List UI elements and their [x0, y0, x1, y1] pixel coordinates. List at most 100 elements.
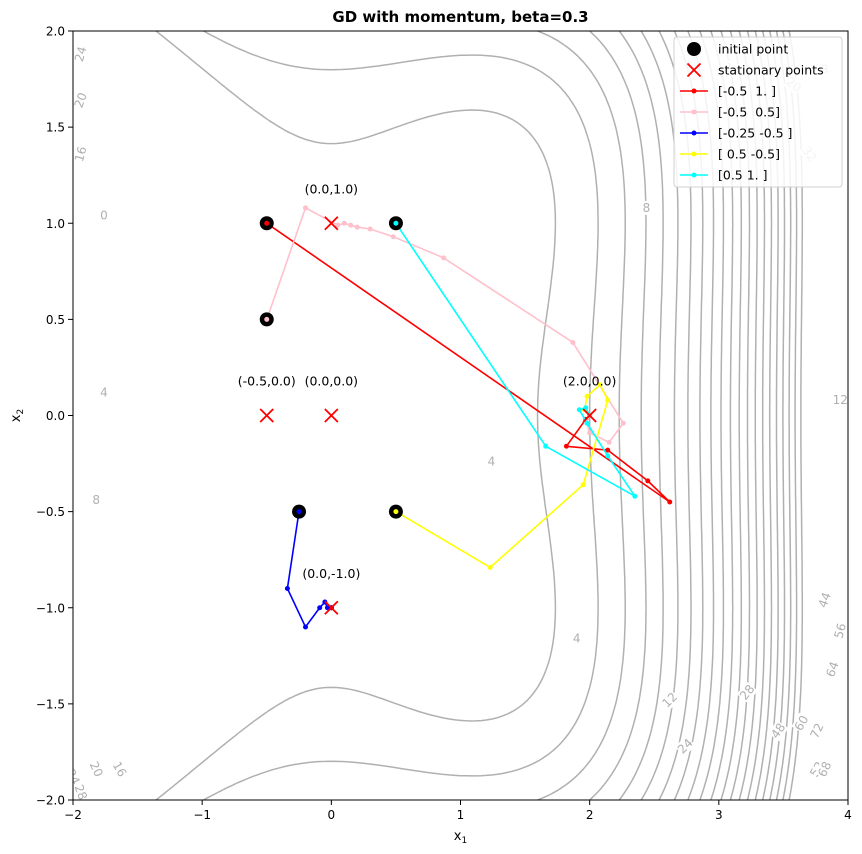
y-tick-label: 0.5 — [46, 313, 65, 327]
legend-marker-initial — [687, 42, 701, 56]
legend-label: [-0.25 -0.5 ] — [718, 126, 792, 141]
y-tick-label: 1.5 — [46, 121, 65, 135]
contour-label-bg — [73, 44, 90, 64]
stationary-annotations: (0.0,1.0) (-0.5,0.0) (0.0,0.0) (2.0,0.0) (0.… — [238, 181, 617, 581]
contour-label-bg — [659, 689, 681, 711]
legend-label: [ 0.5 -0.5] — [718, 147, 780, 162]
legend-label-stationary: stationary points — [718, 63, 824, 78]
contour-label-bg — [831, 621, 848, 641]
series-point — [348, 222, 354, 228]
legend-box — [673, 36, 843, 188]
contour-label-bg — [832, 393, 848, 408]
series-point — [303, 205, 308, 211]
stationary-point-marker — [259, 408, 274, 423]
stationary-point-annotation: (0.0,-1.0) — [302, 566, 360, 581]
contour-label-bg — [638, 200, 655, 215]
series-point — [324, 605, 330, 611]
contour-line — [155, 31, 557, 800]
chart-title: GD with momentum, beta=0.3 — [332, 8, 588, 26]
contour-label: 20 — [72, 91, 90, 110]
legend-point — [691, 151, 697, 157]
contour-label: 16 — [72, 145, 89, 163]
series-line — [395, 383, 609, 569]
contour-label-bg — [674, 735, 696, 757]
y-axis-label-main: x — [9, 414, 24, 422]
legend-label: [0.5 1. ] — [718, 168, 768, 183]
series-point — [441, 255, 447, 261]
series-point — [632, 493, 638, 499]
series-point — [341, 220, 347, 226]
legend-marker-stationary — [686, 62, 702, 78]
contour-line — [537, 31, 626, 800]
y-tick-label: −1.0 — [36, 601, 65, 615]
stationary-point-annotation: (0.0,1.0) — [305, 181, 359, 196]
series-start-point — [296, 509, 302, 515]
series-line — [395, 222, 636, 497]
y-tick-label: 0.0 — [46, 409, 65, 423]
x-axis-label-subscript: 1 — [461, 836, 467, 846]
legend-point — [691, 88, 697, 94]
contour-label: 8 — [643, 201, 651, 215]
series-point — [597, 382, 603, 388]
contour-label-bg — [807, 720, 827, 741]
series-point — [543, 443, 549, 449]
series-start-point — [393, 509, 399, 515]
series-point — [667, 499, 673, 505]
series-point — [584, 393, 590, 399]
legend-point — [691, 130, 697, 136]
x-axis-label-main: x — [454, 829, 462, 844]
legend-point — [691, 109, 697, 115]
contour-label-bg — [73, 782, 91, 800]
legend: initial point stationary points [-0.5 1. ]… — [673, 36, 843, 188]
series-point — [390, 234, 396, 240]
initial-points — [259, 216, 403, 519]
x-tick-label: 0 — [328, 808, 336, 822]
contour-label-bg — [86, 759, 106, 780]
y-tick-label: 2.0 — [46, 25, 65, 39]
contour-label-bg — [73, 90, 91, 111]
contour-label-bg — [483, 454, 500, 469]
series-point — [620, 420, 626, 426]
contour-label-bg — [73, 766, 83, 788]
stationary-point-annotation: (2.0,0.0) — [563, 374, 617, 389]
legend-label: [-0.5 1. ] — [718, 84, 776, 99]
y-axis-label-subscript: 2 — [16, 409, 26, 415]
x-tick-label: −1 — [193, 808, 211, 822]
series-start-point — [264, 316, 270, 322]
stationary-point-annotation: (-0.5,0.0) — [238, 374, 296, 389]
x-tick-label: 1 — [457, 808, 465, 822]
x-tick-label: 3 — [715, 808, 723, 822]
contour-label: 12 — [833, 393, 848, 407]
series-point — [606, 439, 612, 445]
contour-label: 12 — [659, 690, 680, 711]
contour-label-bg — [109, 758, 130, 780]
series-point — [645, 478, 651, 484]
contour-label: 4 — [573, 632, 581, 646]
series-point — [570, 339, 576, 345]
series-line — [266, 206, 625, 444]
y-axis: −2.0 −1.5 −1.0 −0.5 0.0 0.5 1.0 1.5 2.0 — [36, 25, 73, 808]
x-tick-label: −2 — [64, 808, 82, 822]
series-start-point — [393, 220, 399, 226]
contour-label: 28 — [72, 783, 90, 802]
contour-label: 4 — [488, 455, 496, 469]
series-point — [563, 443, 569, 449]
contour-label: 20 — [87, 759, 106, 779]
contour-label: 16 — [110, 759, 130, 779]
contour-label: 4 — [100, 385, 108, 399]
series-point — [580, 482, 586, 488]
y-tick-label: −1.5 — [36, 697, 65, 711]
stationary-point-marker — [324, 408, 339, 423]
contour-label: 68 — [815, 759, 834, 779]
stationary-points — [259, 216, 597, 615]
contour-label-bg — [823, 659, 842, 680]
x-axis-label: x1 — [454, 829, 467, 846]
series-point — [605, 397, 611, 403]
series-trajectory — [393, 220, 638, 499]
contour-label: 24 — [72, 45, 89, 63]
contour-label: 64 — [823, 660, 841, 679]
contour-label-bg — [88, 493, 105, 508]
series-start-point — [264, 220, 270, 226]
series-point — [303, 624, 308, 630]
x-tick-label: 4 — [844, 808, 852, 822]
